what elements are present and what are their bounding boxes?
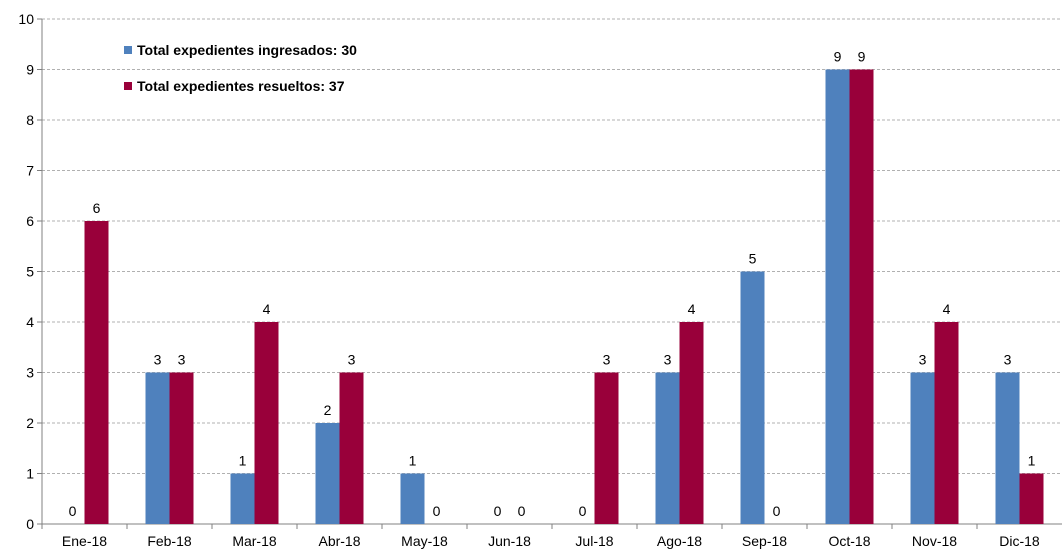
data-label: 3 [664,352,672,368]
bar-resueltos [169,372,194,524]
x-tick-label: Nov-18 [912,533,957,549]
data-label: 6 [93,200,101,216]
x-tick-label: Sep-18 [742,533,787,549]
bar-ingresados [655,372,680,524]
bar-ingresados [145,372,170,524]
data-label: 9 [858,49,866,65]
y-tick-label: 4 [26,314,34,330]
y-tick-label: 3 [26,365,34,381]
data-label: 2 [324,402,332,418]
bar-resueltos [849,69,874,524]
bar-resueltos [1019,473,1044,524]
x-tick-label: Feb-18 [147,533,192,549]
bar-resueltos [254,322,279,524]
y-tick-label: 7 [26,163,34,179]
bar-ingresados [995,372,1020,524]
bar-resueltos [679,322,704,524]
bar-resueltos [339,372,364,524]
legend-swatch-resueltos [124,82,132,90]
y-tick-label: 0 [26,516,34,532]
data-label: 4 [263,301,271,317]
bar-ingresados [400,473,425,524]
bar-ingresados [740,271,765,524]
bar-ingresados [825,69,850,524]
data-label: 3 [919,352,927,368]
data-label: 9 [834,49,842,65]
data-label: 0 [69,503,77,519]
y-tick-label: 9 [26,62,34,78]
x-tick-label: Abr-18 [318,533,360,549]
bar-resueltos [84,221,109,524]
y-tick-label: 5 [26,264,34,280]
legend-swatch-ingresados [124,46,132,54]
data-label: 0 [579,503,587,519]
data-label: 4 [688,301,696,317]
data-label: 0 [773,503,781,519]
x-tick-label: Dic-18 [999,533,1040,549]
x-tick-label: Ene-18 [62,533,107,549]
bar-ingresados [230,473,255,524]
data-label: 5 [749,251,757,267]
x-tick-label: Jul-18 [575,533,613,549]
y-tick-label: 8 [26,112,34,128]
y-tick-label: 1 [26,466,34,482]
data-label: 3 [603,352,611,368]
data-label: 3 [1004,352,1012,368]
data-label: 1 [239,453,247,469]
y-tick-label: 10 [18,11,34,27]
bar-ingresados [315,423,340,524]
data-label: 0 [433,503,441,519]
x-tick-label: Oct-18 [828,533,870,549]
bar-resueltos [934,322,959,524]
bars [84,69,1044,524]
data-label: 1 [409,453,417,469]
gridlines [42,18,1062,474]
data-label: 3 [154,352,162,368]
x-tick-label: Mar-18 [232,533,277,549]
data-label: 4 [943,301,951,317]
bar-ingresados [910,372,935,524]
x-tick-label: Ago-18 [657,533,702,549]
legend-label-resueltos: Total expedientes resueltos: 37 [137,78,345,94]
x-tick-label: May-18 [401,533,448,549]
data-label: 0 [518,503,526,519]
legend-label-ingresados: Total expedientes ingresados: 30 [137,42,357,58]
data-label: 1 [1028,453,1036,469]
y-tick-label: 2 [26,415,34,431]
data-label: 3 [178,352,186,368]
x-tick-label: Jun-18 [488,533,531,549]
bar-resueltos [594,372,619,524]
data-label: 0 [494,503,502,519]
y-tick-label: 6 [26,213,34,229]
data-label: 3 [348,352,356,368]
legend: Total expedientes ingresados: 30 Total e… [124,42,357,94]
